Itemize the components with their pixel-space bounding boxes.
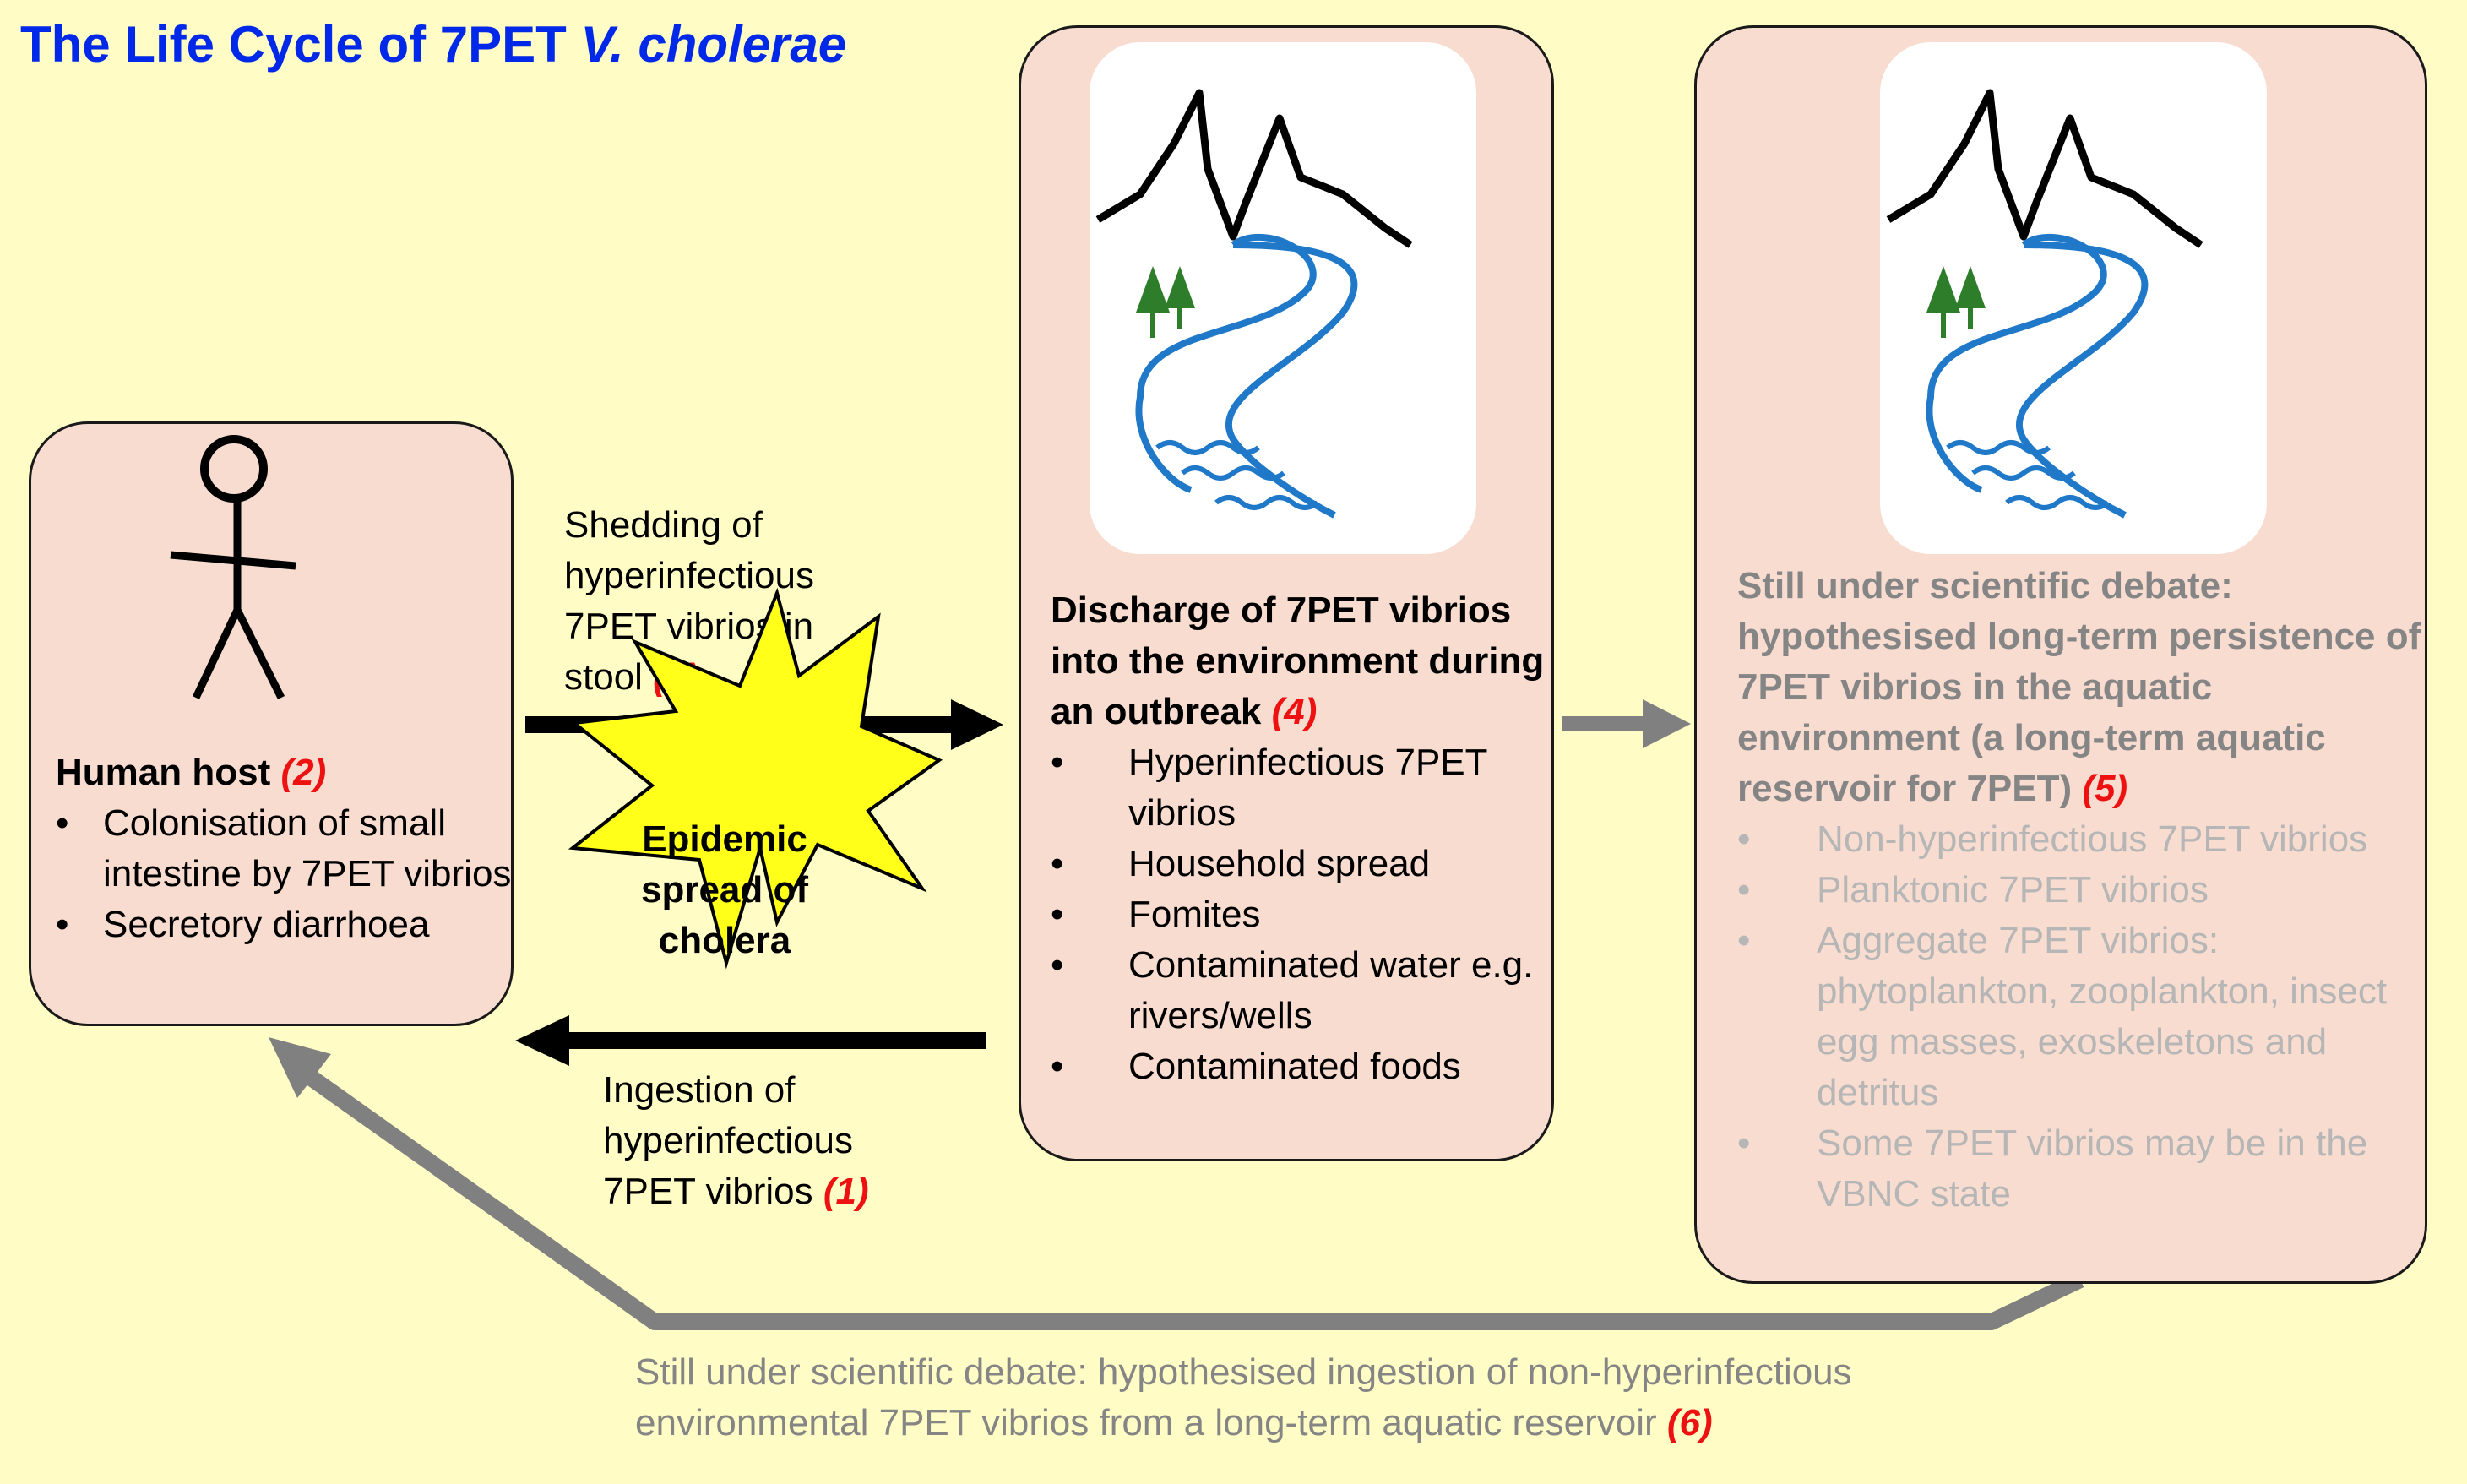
- landscape-picture: [1090, 42, 1476, 554]
- human-host-list: • Colonisation of small intestine by 7PET…: [56, 798, 512, 950]
- landscape-picture-2: [1880, 42, 2267, 554]
- list-item: • Hyperinfectious 7PET vibrios: [1051, 742, 1487, 834]
- epidemic-line-1: Epidemic: [642, 818, 807, 860]
- list-item: • Secretory diarrhoea: [56, 904, 430, 945]
- list-item: • Non-hyperinfectious 7PET vibrios: [1737, 818, 2368, 860]
- list-item: • Aggregate 7PET vibrios: phytoplankton, …: [1737, 920, 2388, 1113]
- list-item: • Fomites: [1051, 894, 1261, 935]
- reservoir-arrow: [1562, 699, 1691, 748]
- list-item: • Planktonic 7PET vibrios: [1737, 869, 2209, 911]
- epidemic-line-2: spread of: [640, 869, 809, 911]
- shedding-label: Shedding of hyperinfectious 7PET vibrios…: [564, 504, 814, 698]
- reservoir-heading: Still under scientific debate: hypothesi…: [1737, 565, 2421, 809]
- list-item: • Colonisation of small intestine by 7PET…: [56, 802, 512, 894]
- list-item: • Some 7PET vibrios may be in the VBNC st…: [1737, 1123, 2368, 1215]
- human-host-heading: Human host (2): [56, 752, 327, 793]
- reservoir-text: Still under scientific debate: hypothesi…: [1737, 561, 2421, 1220]
- ingestion-label: Ingestion of hyperinfectious 7PET vibrio…: [603, 1069, 869, 1212]
- epidemic-text: Epidemic spread of cholera: [625, 814, 824, 966]
- bottom-note: Still under scientific debate: hypothesi…: [635, 1351, 1852, 1443]
- discharge-list: • Hyperinfectious 7PET vibrios • Household…: [1051, 737, 1557, 1092]
- list-item: • Contaminated water e.g. rivers/wells: [1051, 944, 1534, 1036]
- list-item: • Contaminated foods: [1051, 1046, 1461, 1087]
- ingestion-arrow: [515, 1015, 986, 1066]
- shedding-arrow: [525, 699, 1003, 750]
- mountain-river-icon: [1886, 89, 2203, 519]
- discharge-heading: Discharge of 7PET vibrios into the envir…: [1051, 590, 1545, 732]
- human-host-box: [29, 421, 514, 1026]
- list-item: • Household spread: [1051, 843, 1431, 884]
- human-host-text: Human host (2) • Colonisation of small in…: [56, 747, 512, 950]
- epidemic-line-3: cholera: [658, 920, 791, 961]
- mountain-river-icon: [1095, 89, 1413, 519]
- page-title: The Life Cycle of 7PET V. cholerae: [20, 16, 847, 73]
- discharge-text: Discharge of 7PET vibrios into the envir…: [1051, 585, 1557, 1092]
- reservoir-list: • Non-hyperinfectious 7PET vibrios • Plank…: [1737, 814, 2421, 1220]
